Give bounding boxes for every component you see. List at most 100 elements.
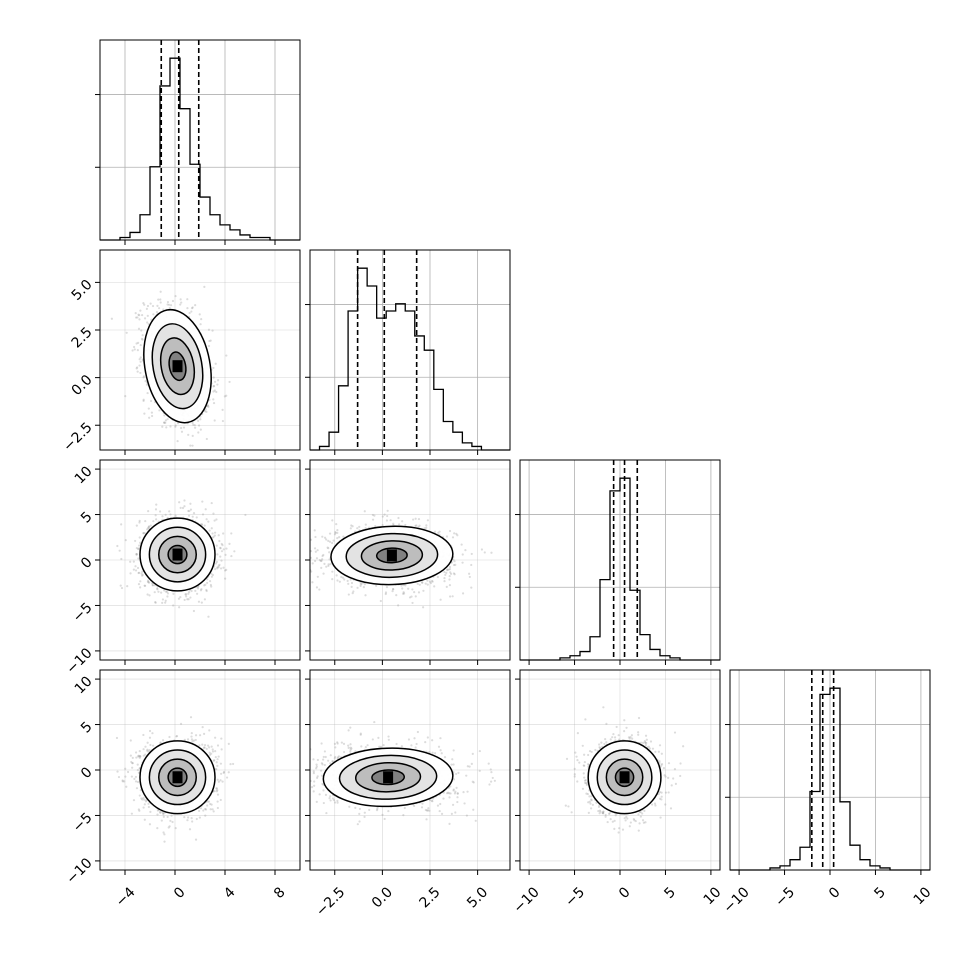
contour-level-1 xyxy=(360,540,424,571)
scatter-point xyxy=(180,430,184,433)
scatter-point xyxy=(216,764,219,767)
scatter-point xyxy=(166,418,169,421)
scatter-point xyxy=(169,304,173,307)
scatter-point xyxy=(141,334,144,337)
scatter-point xyxy=(389,519,392,522)
scatter-panel-1-0 xyxy=(99,249,301,451)
scatter-point xyxy=(350,524,353,527)
scatter-point xyxy=(137,557,140,560)
scatter-point xyxy=(191,306,194,309)
scatter-point xyxy=(446,568,449,571)
scatter-point xyxy=(164,419,167,422)
scatter-point xyxy=(321,558,324,561)
scatter-point xyxy=(135,367,138,370)
scatter-point xyxy=(181,506,185,510)
scatter-point xyxy=(331,541,334,545)
scatter-point xyxy=(159,298,162,301)
scatter-point xyxy=(433,530,437,533)
scatter-point xyxy=(331,519,334,522)
scatter-point xyxy=(142,532,145,535)
scatter-point xyxy=(142,375,146,378)
scatter-point xyxy=(184,593,187,596)
scatter-point xyxy=(328,551,331,554)
scatter-point xyxy=(136,349,139,352)
scatter-point xyxy=(358,525,361,528)
scatter-point xyxy=(151,304,155,308)
scatter-point xyxy=(207,615,210,618)
scatter-point xyxy=(132,799,136,802)
scatter-point xyxy=(207,405,210,408)
scatter-point xyxy=(148,525,151,528)
scatter-point xyxy=(219,555,222,558)
scatter-point xyxy=(137,327,141,330)
scatter-point xyxy=(490,551,493,554)
scatter-point xyxy=(320,559,323,562)
scatter-point xyxy=(149,302,152,305)
scatter-point xyxy=(404,523,407,527)
scatter-point xyxy=(137,547,140,550)
scatter-point xyxy=(386,514,389,518)
scatter-point xyxy=(129,739,132,742)
scatter-point xyxy=(301,534,303,536)
scatter-point xyxy=(190,589,193,593)
scatter-point xyxy=(149,399,153,403)
scatter-point xyxy=(216,789,219,792)
scatter-point xyxy=(157,590,160,593)
scatter-point xyxy=(141,573,144,576)
scatter-point xyxy=(194,734,198,737)
scatter-point xyxy=(373,514,376,517)
scatter-point xyxy=(215,518,218,521)
scatter-point xyxy=(191,444,194,447)
scatter-point xyxy=(139,755,142,758)
scatter-point xyxy=(204,508,207,511)
scatter-point xyxy=(351,525,354,528)
scatter-point xyxy=(147,525,151,529)
scatter-point xyxy=(449,571,452,574)
scatter-point xyxy=(217,755,220,758)
scatter-point xyxy=(134,539,137,543)
scatter-point xyxy=(328,532,332,535)
scatter-point xyxy=(154,514,157,517)
scatter-point xyxy=(117,775,121,779)
scatter-point xyxy=(452,572,456,575)
scatter-point xyxy=(139,580,142,583)
scatter-point xyxy=(408,596,412,599)
scatter-point xyxy=(483,551,486,554)
scatter-point xyxy=(188,311,191,315)
panel-frame xyxy=(99,39,301,241)
scatter-point xyxy=(385,519,389,522)
scatter-point xyxy=(152,520,155,523)
scatter-point xyxy=(414,524,417,527)
scatter-point xyxy=(163,421,166,424)
scatter-point xyxy=(321,535,324,538)
scatter-point xyxy=(191,421,194,425)
scatter-point xyxy=(153,591,156,594)
scatter-point xyxy=(197,424,201,427)
contour-level-0 xyxy=(375,547,408,564)
scatter-point xyxy=(310,570,313,573)
scatter-point xyxy=(350,581,354,585)
scatter-point xyxy=(415,524,418,527)
scatter-point xyxy=(174,424,177,427)
scatter-point xyxy=(208,751,211,754)
scatter-point xyxy=(205,589,208,593)
contour-level-2 xyxy=(151,323,204,410)
scatter-point xyxy=(212,366,215,370)
scatter-point xyxy=(144,584,147,587)
scatter-point xyxy=(437,531,440,534)
scatter-point xyxy=(218,539,221,543)
scatter-point xyxy=(141,798,144,801)
scatter-point xyxy=(156,587,159,590)
scatter-point xyxy=(381,523,384,527)
scatter-point xyxy=(148,594,151,597)
scatter-point xyxy=(206,404,209,407)
scatter-point xyxy=(384,591,388,594)
scatter-point xyxy=(188,509,191,513)
scatter-point xyxy=(135,546,138,550)
scatter-point xyxy=(164,513,167,516)
scatter-point xyxy=(319,559,323,563)
scatter-point xyxy=(144,753,147,756)
contour-level-0 xyxy=(167,544,188,565)
scatter-point xyxy=(213,531,217,534)
